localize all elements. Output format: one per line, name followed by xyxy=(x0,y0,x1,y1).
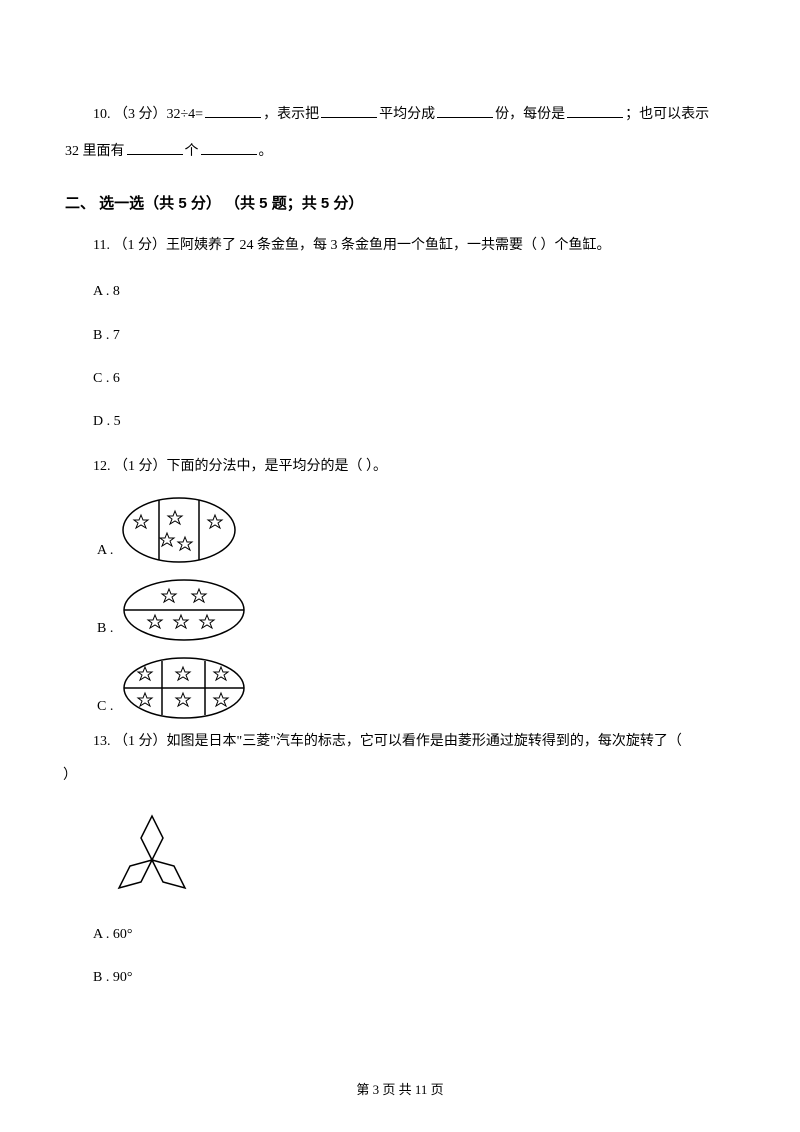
page-footer: 第 3 页 共 11 页 xyxy=(0,1079,800,1098)
q11-optD: D . 5 xyxy=(93,409,735,434)
blank xyxy=(127,141,183,155)
q10-mid2: 平均分成 xyxy=(379,107,435,122)
q10-mid3: 份，每份是 xyxy=(495,107,565,122)
q11-stem: 11. （1 分）王阿姨养了 24 条金鱼，每 3 条金鱼用一个鱼缸，一共需要（… xyxy=(65,231,735,262)
q13-stem-end: ） xyxy=(63,764,735,784)
q12-optB: B . xyxy=(97,577,735,643)
q12-stem: 12. （1 分）下面的分法中，是平均分的是（ ）。 xyxy=(65,452,735,483)
q10-line2b: 个 xyxy=(185,144,199,159)
blank xyxy=(437,104,493,118)
blank xyxy=(321,104,377,118)
q12-optC: C . xyxy=(97,655,735,721)
q12-optA: A . xyxy=(97,495,735,565)
ellipse-c-diagram xyxy=(119,655,249,721)
q11-optC: C . 6 xyxy=(93,366,735,391)
section2-title: 二、 选一选（共 5 分） （共 5 题；共 5 分） xyxy=(65,192,735,213)
q12-labelA: A . xyxy=(97,543,113,559)
q10-line1: 10. （3 分）32÷4= ，表示把 平均分成 份，每份是 ；也可以表示 xyxy=(65,100,735,131)
q10-line2a: 32 里面有 xyxy=(65,144,125,159)
q10-mid1: ，表示把 xyxy=(263,107,319,122)
ellipse-a-diagram xyxy=(119,495,239,565)
q13-stem: 13. （1 分）如图是日本"三菱"汽车的标志，它可以看作是由菱形通过旋转得到的… xyxy=(65,727,735,758)
mitsubishi-icon xyxy=(97,804,207,904)
ellipse-b-diagram xyxy=(119,577,249,643)
q10-line2: 32 里面有 个 。 xyxy=(65,137,735,168)
q13-stem-text: 13. （1 分）如图是日本"三菱"汽车的标志，它可以看作是由菱形通过旋转得到的… xyxy=(93,734,682,749)
blank xyxy=(205,104,261,118)
q12-labelB: B . xyxy=(97,621,113,637)
q11-optA: A . 8 xyxy=(93,279,735,304)
blank xyxy=(567,104,623,118)
q10-prefix: 10. （3 分）32÷4= xyxy=(93,107,203,122)
q11-optB: B . 7 xyxy=(93,323,735,348)
q13-optB: B . 90° xyxy=(93,965,735,990)
q13-optA: A . 60° xyxy=(93,922,735,947)
blank xyxy=(201,141,257,155)
q12-labelC: C . xyxy=(97,699,113,715)
mitsubishi-logo xyxy=(97,804,735,904)
q10-mid4: ；也可以表示 xyxy=(625,107,709,122)
q10-line2c: 。 xyxy=(259,144,273,159)
